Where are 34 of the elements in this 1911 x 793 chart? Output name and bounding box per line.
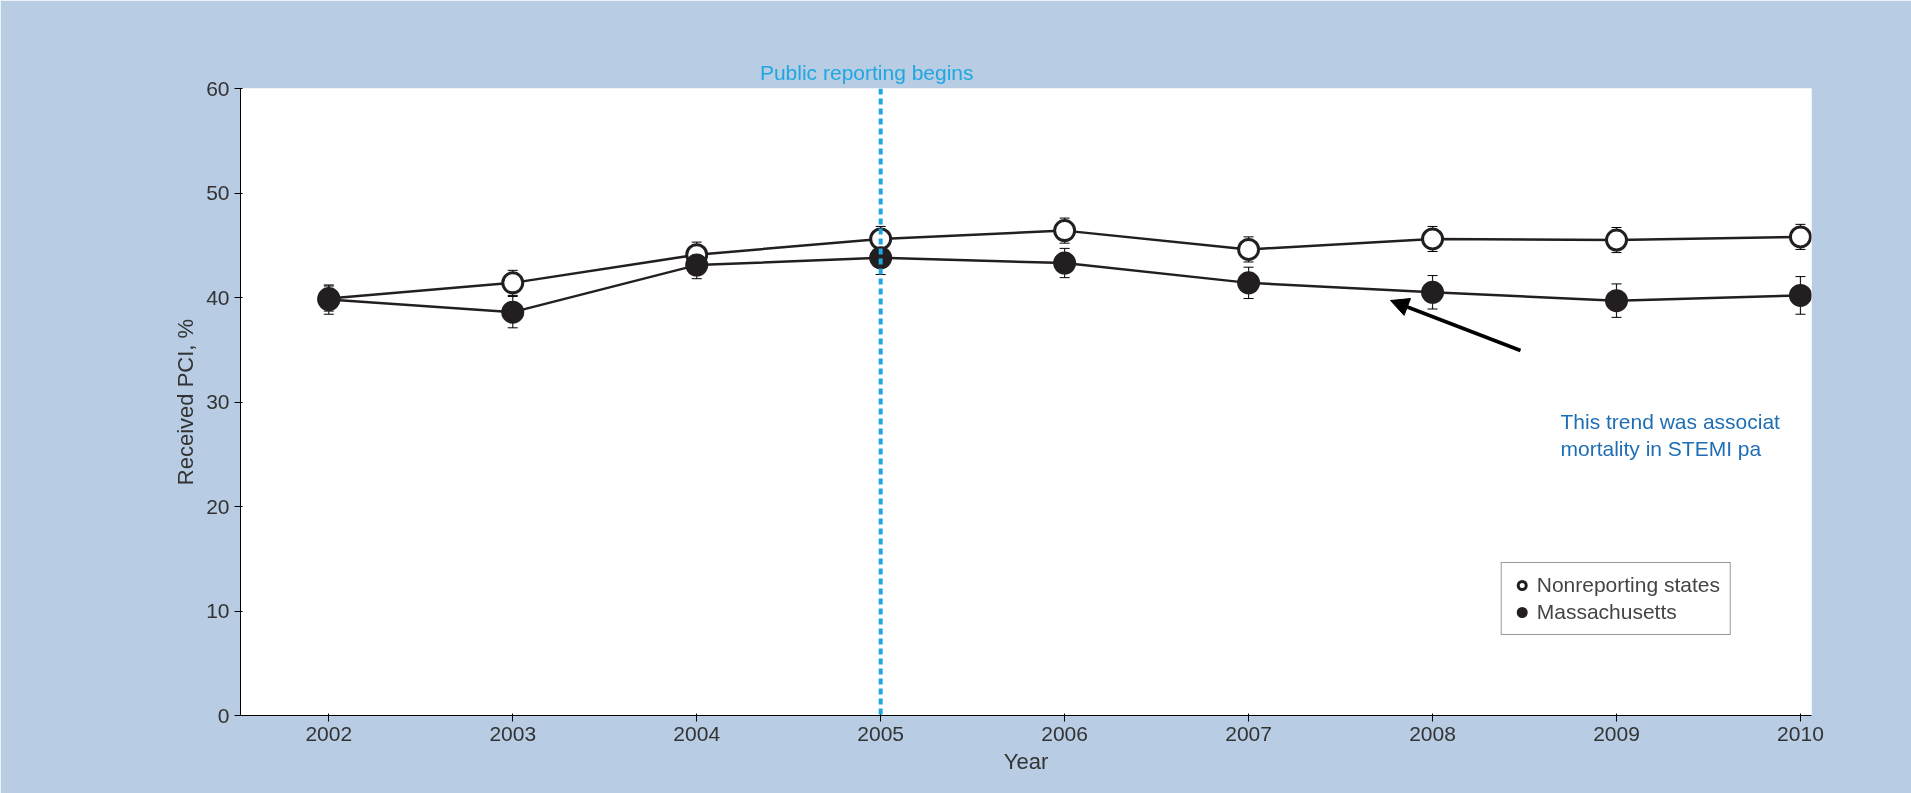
ref-line-label: Public reporting begins bbox=[759, 60, 974, 84]
point bbox=[1605, 289, 1628, 313]
x-tick-label: 2002 bbox=[305, 721, 353, 745]
point bbox=[1237, 237, 1261, 261]
x-tick-label: 2006 bbox=[1041, 721, 1088, 745]
x-tick-label: 2003 bbox=[489, 721, 537, 745]
point bbox=[1788, 225, 1812, 249]
point bbox=[1421, 280, 1445, 304]
legend-label: Massachusetts bbox=[1536, 600, 1677, 624]
y-tick-label: 10 bbox=[206, 599, 230, 622]
y-tick-label: 20 bbox=[206, 494, 230, 518]
y-axis-title: Received PCI, % bbox=[173, 318, 199, 486]
point bbox=[1788, 283, 1812, 307]
x-tick-label: 2004 bbox=[673, 721, 721, 745]
x-tick-label: 2005 bbox=[857, 721, 905, 745]
annotation: This trend was associat mortality in STEMI pa bbox=[1560, 409, 1781, 461]
x-tick-label: 2010 bbox=[1777, 721, 1824, 745]
legend-label: Nonreporting states bbox=[1536, 573, 1720, 597]
x-tick-label: 2008 bbox=[1409, 721, 1456, 745]
point bbox=[1421, 227, 1445, 251]
point bbox=[501, 300, 525, 324]
point bbox=[1053, 219, 1077, 243]
point bbox=[1053, 251, 1077, 275]
point bbox=[1605, 228, 1628, 252]
y-tick-label: 60 bbox=[206, 76, 230, 100]
y-tick-label: 0 bbox=[217, 703, 230, 727]
y-tick-label: 30 bbox=[206, 390, 230, 413]
x-axis-title: Year bbox=[1003, 748, 1049, 774]
y-tick-label: 40 bbox=[206, 285, 230, 309]
point bbox=[1237, 271, 1261, 295]
point bbox=[685, 253, 709, 277]
x-tick-label: 2009 bbox=[1593, 721, 1640, 745]
x-tick-label: 2007 bbox=[1225, 721, 1272, 745]
y-tick-label: 50 bbox=[206, 181, 230, 204]
